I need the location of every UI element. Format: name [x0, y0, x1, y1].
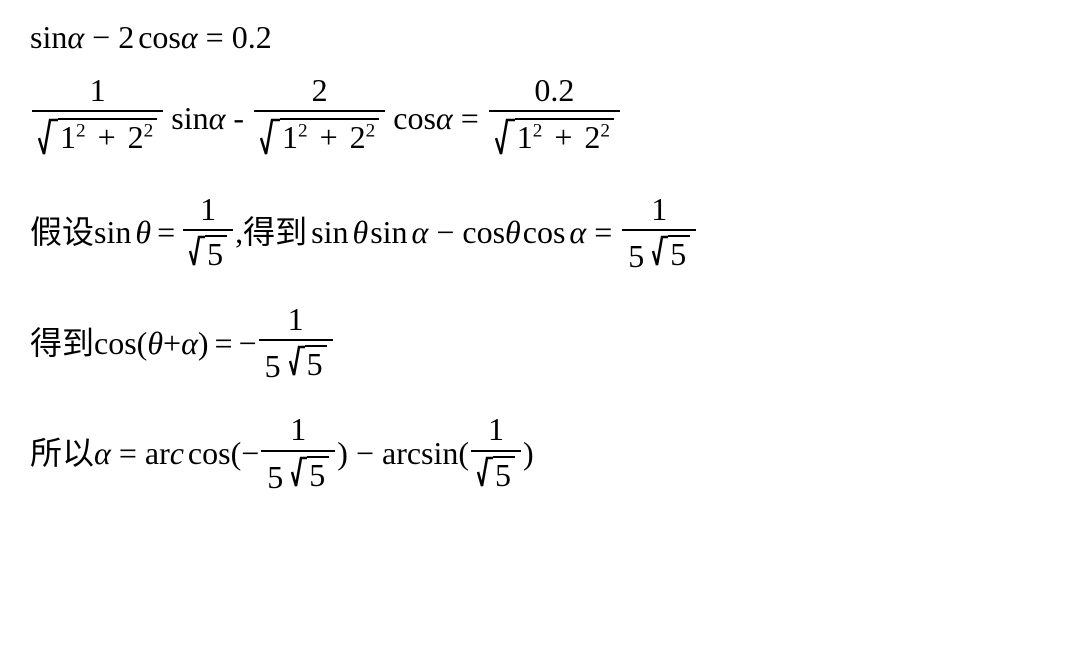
- numerator: 1: [84, 73, 112, 108]
- sqrt: 12 + 22: [38, 114, 157, 156]
- fraction: 1 5 5: [622, 192, 696, 274]
- cjk-prefix-assume: 假设: [30, 215, 94, 250]
- denominator: 5: [471, 454, 521, 495]
- arccos-fn-b: c: [170, 436, 184, 471]
- rparen: ): [523, 436, 534, 471]
- rhs-value: 0.2: [232, 20, 272, 55]
- minus: −: [436, 215, 454, 250]
- sin-fn: sin: [311, 215, 348, 250]
- lparen: (: [137, 326, 148, 361]
- equals: =: [119, 436, 137, 471]
- lparen: (: [231, 436, 242, 471]
- fraction-2: 2 12 + 22: [254, 73, 385, 163]
- sqrt: 5: [289, 343, 327, 382]
- numerator: 1: [194, 192, 222, 227]
- denominator: 5 5: [261, 454, 335, 495]
- sin-fn: sin: [94, 215, 131, 250]
- radical-icon: [289, 343, 305, 377]
- denominator: 5: [183, 233, 233, 274]
- fraction: 1 5: [471, 412, 521, 494]
- numerator: 1: [482, 412, 510, 447]
- rparen: ): [337, 436, 348, 471]
- cos-fn: cos: [94, 326, 137, 361]
- coef-2: 2: [118, 20, 134, 55]
- comma: ,: [235, 215, 243, 250]
- sin-fn: sin: [370, 215, 407, 250]
- alpha: α: [412, 215, 429, 250]
- numerator: 2: [306, 73, 334, 108]
- sqrt: 12 + 22: [260, 114, 379, 156]
- sqrt: 5: [652, 233, 690, 272]
- theta: θ: [505, 215, 521, 250]
- alpha: α: [181, 326, 198, 361]
- equation-line-2: 1 12 + 22 sin α - 2 12 + 22: [30, 73, 1050, 163]
- denominator: 12 + 22: [489, 114, 620, 163]
- equation-line-4: 得到 cos ( θ + α ) = − 1 5 5: [30, 302, 1050, 384]
- radical-icon: [477, 454, 493, 488]
- minus: −: [356, 436, 374, 471]
- theta: θ: [135, 215, 151, 250]
- equals: =: [215, 326, 233, 361]
- denominator: 12 + 22: [32, 114, 163, 163]
- fraction: 1 5: [183, 192, 233, 274]
- fraction: 1 5 5: [259, 302, 333, 384]
- cjk-therefore: 所以: [30, 436, 94, 471]
- equals: =: [461, 101, 479, 136]
- fraction-1: 1 12 + 22: [32, 73, 163, 163]
- plus: +: [163, 326, 181, 361]
- radical-icon: [652, 233, 668, 267]
- numerator: 1: [645, 192, 673, 227]
- alpha: α: [569, 215, 586, 250]
- theta: θ: [352, 215, 368, 250]
- radical-icon: [260, 114, 280, 156]
- alpha: α: [209, 101, 226, 136]
- sin-fn: sin: [30, 20, 67, 55]
- fraction-3: 0.2 12 + 22: [489, 73, 620, 163]
- radical-icon: [189, 233, 205, 267]
- equation-line-3: 假设 sin θ = 1 5 , 得到 sin θ sin α − cos θ …: [30, 192, 1050, 274]
- neg-sign: −: [241, 436, 259, 471]
- sqrt: 5: [477, 454, 515, 493]
- equation-line-1: sin α − 2 cos α = 0.2: [30, 20, 1050, 55]
- cos-fn: cos: [523, 215, 566, 250]
- denominator: 12 + 22: [254, 114, 385, 163]
- lparen: (: [458, 436, 469, 471]
- rparen: ): [198, 326, 209, 361]
- alpha: α: [67, 20, 84, 55]
- arccos-fn-c: cos: [188, 436, 231, 471]
- sqrt: 5: [189, 233, 227, 272]
- sqrt: 5: [291, 454, 329, 493]
- radical-icon: [291, 454, 307, 488]
- neg-sign: −: [239, 326, 257, 361]
- equals: =: [157, 215, 175, 250]
- arccos-fn-a: ar: [145, 436, 170, 471]
- radical-icon: [495, 114, 515, 156]
- equation-line-5: 所以 α = arccos ( − 1 5 5 ) − arcsin ( 1 5…: [30, 412, 1050, 494]
- sqrt: 12 + 22: [495, 114, 614, 156]
- radical-icon: [38, 114, 58, 156]
- minus: -: [233, 101, 244, 136]
- cjk-get: 得到: [30, 326, 94, 361]
- cos-fn: cos: [138, 20, 181, 55]
- numerator: 0.2: [528, 73, 580, 108]
- fraction: 1 5 5: [261, 412, 335, 494]
- theta: θ: [147, 326, 163, 361]
- alpha: α: [181, 20, 198, 55]
- sin-fn: sin: [171, 101, 208, 136]
- numerator: 1: [284, 412, 312, 447]
- cos-fn: cos: [462, 215, 505, 250]
- numerator: 1: [282, 302, 310, 337]
- cos-fn: cos: [393, 101, 436, 136]
- equals: =: [594, 215, 612, 250]
- denominator: 5 5: [622, 233, 696, 274]
- arcsin-fn: arcsin: [382, 436, 458, 471]
- cjk-get: 得到: [243, 215, 307, 250]
- alpha: α: [94, 436, 111, 471]
- equals: =: [206, 20, 224, 55]
- minus: −: [92, 20, 110, 55]
- denominator: 5 5: [259, 343, 333, 384]
- alpha: α: [436, 101, 453, 136]
